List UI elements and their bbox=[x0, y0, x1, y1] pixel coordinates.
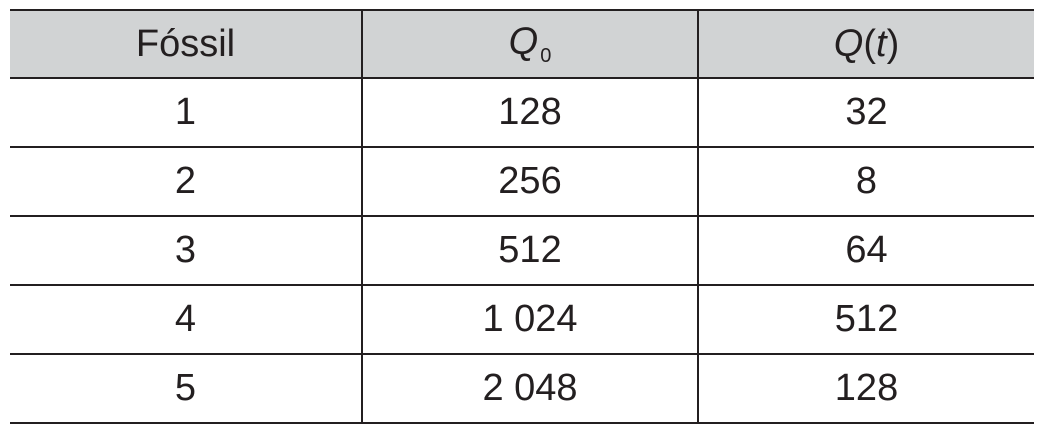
header-fossil: Fóssil bbox=[10, 9, 362, 79]
table-body: 1 128 32 2 256 8 3 512 64 4 1 024 512 5 … bbox=[10, 78, 1034, 424]
cell-q0: 512 bbox=[361, 216, 698, 286]
cell-fossil: 1 bbox=[10, 78, 362, 148]
header-q0-symbol: Q bbox=[508, 20, 539, 63]
header-qt-open-paren: ( bbox=[863, 22, 876, 65]
cell-fossil: 3 bbox=[10, 216, 362, 286]
cell-qt: 128 bbox=[697, 354, 1034, 424]
header-qt-close-paren: ) bbox=[886, 22, 900, 65]
table-row: 5 2 048 128 bbox=[10, 354, 1034, 424]
header-qt: Q(t) bbox=[697, 9, 1034, 79]
cell-qt: 8 bbox=[697, 147, 1034, 217]
cell-fossil: 4 bbox=[10, 285, 362, 355]
cell-qt: 32 bbox=[697, 78, 1034, 148]
table-row: 1 128 32 bbox=[10, 78, 1034, 148]
header-qt-symbol: Q bbox=[833, 22, 864, 65]
cell-q0: 128 bbox=[361, 78, 698, 148]
cell-fossil: 2 bbox=[10, 147, 362, 217]
header-qt-variable: t bbox=[876, 22, 887, 65]
table-row: 3 512 64 bbox=[10, 216, 1034, 286]
table-row: 4 1 024 512 bbox=[10, 285, 1034, 355]
cell-qt: 512 bbox=[697, 285, 1034, 355]
cell-fossil: 5 bbox=[10, 354, 362, 424]
cell-q0: 256 bbox=[361, 147, 698, 217]
cell-q0: 2 048 bbox=[361, 354, 698, 424]
table-row: 2 256 8 bbox=[10, 147, 1034, 217]
cell-q0: 1 024 bbox=[361, 285, 698, 355]
header-q0-subscript: 0 bbox=[540, 44, 552, 67]
cell-qt: 64 bbox=[697, 216, 1034, 286]
